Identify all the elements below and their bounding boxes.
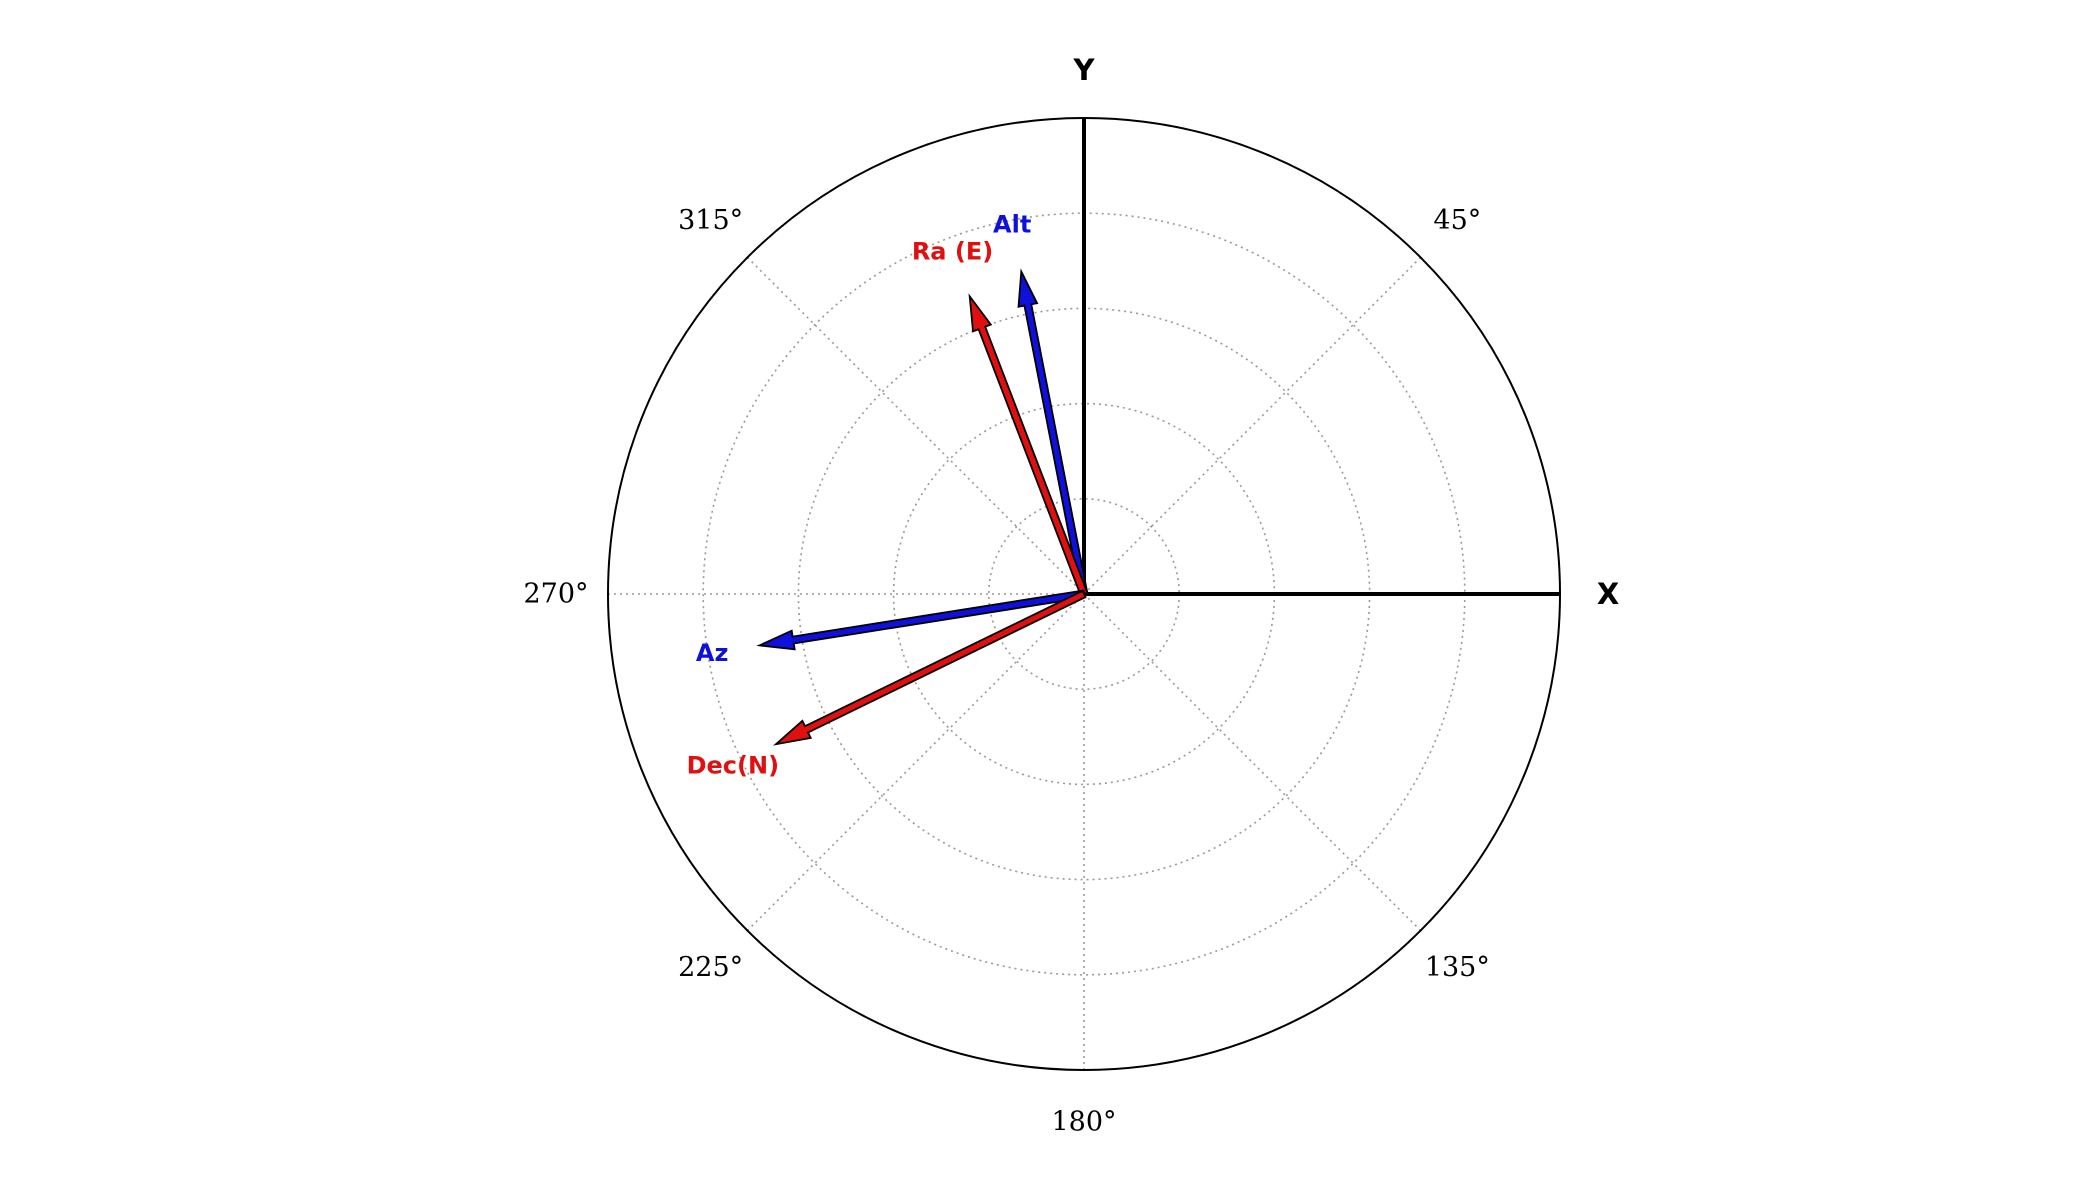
grid-spoke-45 <box>1083 256 1422 595</box>
axis-label-y: Y <box>1073 53 1096 87</box>
angle-tick-label: 135° <box>1425 952 1490 983</box>
vector-label-dec-n: Dec(N) <box>687 751 779 779</box>
grid-spoke-315 <box>746 256 1085 595</box>
axis-layer <box>1082 118 1560 596</box>
vector-label-alt: Alt <box>993 210 1031 238</box>
vector-label-ra-e: Ra (E) <box>912 237 993 265</box>
angle-tick-label: 225° <box>678 952 743 983</box>
angle-tick-label: 270° <box>523 579 588 610</box>
vector-arrow-ra-e <box>968 293 1089 597</box>
axis-label-x: X <box>1597 577 1619 611</box>
vector-arrow-alt <box>1017 268 1089 596</box>
angle-tick-label: 45° <box>1433 205 1481 236</box>
angle-tick-label: 315° <box>678 205 743 236</box>
vector-arrow-dec-n <box>772 589 1087 746</box>
vector-label-az: Az <box>696 639 729 667</box>
vector-layer <box>756 268 1089 746</box>
angle-tick-label: 180° <box>1051 1107 1116 1138</box>
vector-arrow-az <box>756 589 1086 651</box>
grid-spoke-225 <box>746 593 1085 932</box>
grid-spoke-135 <box>1083 593 1422 932</box>
